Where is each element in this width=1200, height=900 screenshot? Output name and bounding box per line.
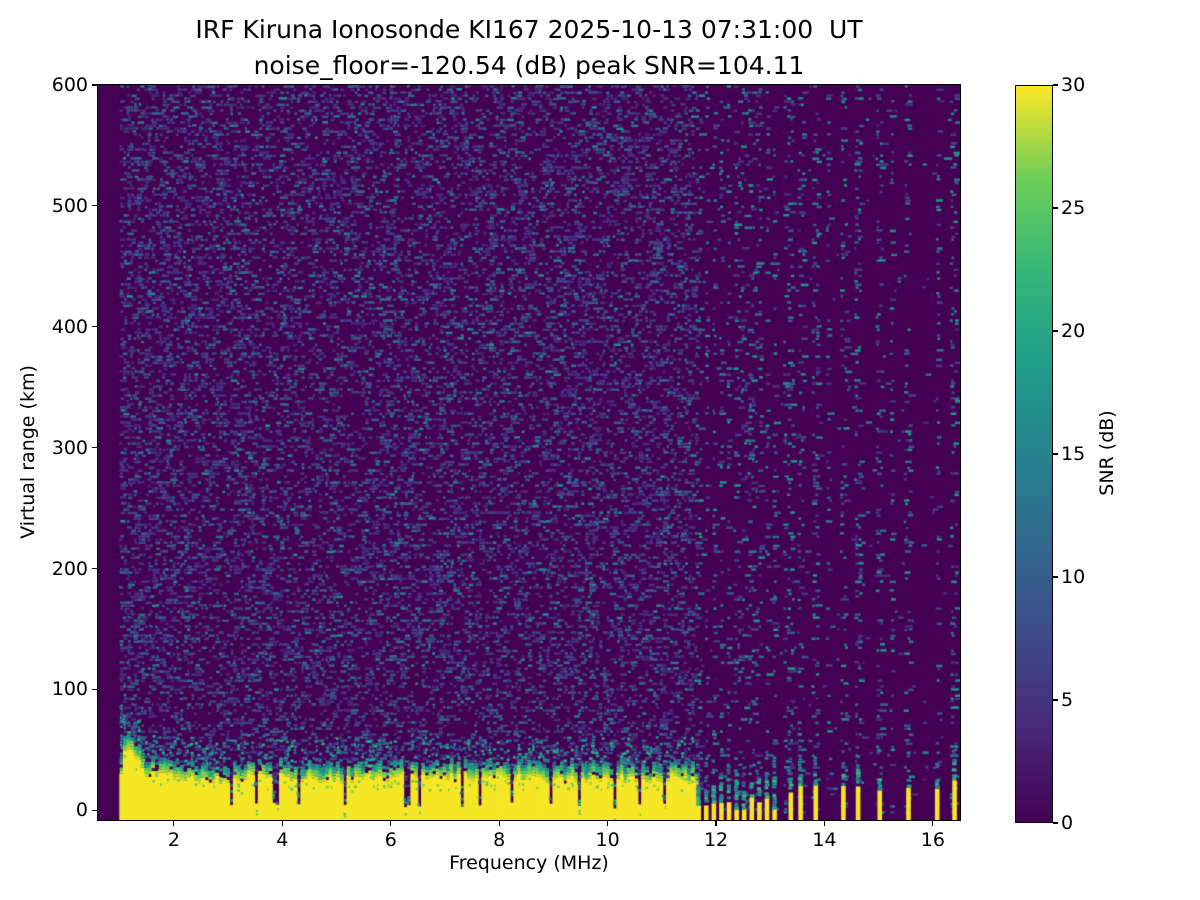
y-tick-mark — [92, 326, 97, 328]
colorbar-tick-label: 30 — [1061, 74, 1086, 96]
x-axis-label: Frequency (MHz) — [449, 852, 609, 874]
colorbar-tick-mark — [1053, 84, 1058, 86]
y-tick-label: 300 — [51, 436, 88, 459]
colorbar-tick-mark — [1053, 699, 1058, 701]
colorbar-tick-mark — [1053, 207, 1058, 209]
x-tick-mark — [823, 821, 826, 826]
y-tick-label: 100 — [51, 678, 88, 701]
y-tick-mark — [92, 447, 97, 449]
plot-title: IRF Kiruna Ionosonde KI167 2025-10-13 07… — [195, 15, 863, 44]
x-tick-mark — [932, 821, 934, 826]
x-tick-label: 14 — [812, 829, 837, 851]
colorbar-tick-mark — [1053, 453, 1058, 455]
y-tick-label: 200 — [51, 557, 88, 580]
x-tick-label: 12 — [703, 829, 729, 851]
x-tick-label: 10 — [595, 829, 620, 851]
x-tick-label: 16 — [920, 829, 945, 851]
x-tick-label: 6 — [384, 829, 397, 851]
x-tick-mark — [390, 821, 392, 826]
colorbar-tick-mark — [1053, 576, 1058, 578]
colorbar-tick-label: 10 — [1061, 566, 1086, 588]
colorbar — [1015, 85, 1053, 823]
colorbar-tick-mark — [1053, 822, 1058, 824]
x-tick-mark — [498, 821, 500, 826]
x-tick-label: 2 — [167, 829, 180, 851]
y-tick-mark — [92, 567, 97, 570]
y-tick-label: 600 — [51, 74, 88, 96]
colorbar-tick-mark — [1053, 330, 1058, 332]
y-tick-mark — [92, 205, 97, 207]
colorbar-tick-label: 25 — [1061, 197, 1086, 219]
y-tick-label: 400 — [51, 315, 88, 338]
x-tick-mark — [173, 821, 175, 826]
ionogram-heatmap — [98, 85, 960, 820]
colorbar-tick-label: 0 — [1061, 812, 1074, 834]
x-tick-mark — [607, 821, 609, 826]
colorbar-tick-label: 20 — [1061, 320, 1086, 342]
y-tick-mark — [92, 688, 97, 691]
plot-subtitle: noise_floor=-120.54 (dB) peak SNR=104.11 — [253, 51, 805, 80]
x-tick-mark — [715, 821, 717, 826]
y-tick-label: 500 — [51, 194, 88, 217]
x-tick-label: 4 — [276, 829, 289, 851]
y-tick-mark — [92, 84, 97, 86]
colorbar-tick-label: 5 — [1061, 689, 1074, 711]
x-tick-label: 8 — [493, 829, 506, 851]
x-tick-mark — [281, 821, 283, 826]
colorbar-tick-label: 15 — [1061, 443, 1086, 465]
y-tick-label: 0 — [75, 799, 88, 822]
y-tick-mark — [92, 809, 97, 811]
